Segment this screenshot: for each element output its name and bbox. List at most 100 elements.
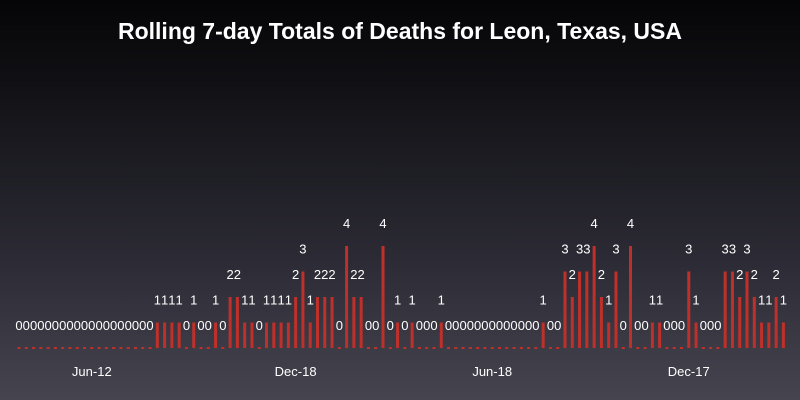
data-label-48: 0 [365,318,372,333]
data-label-12: 0 [103,318,110,333]
data-label-89: 0 [663,318,670,333]
data-label-83: 0 [620,318,627,333]
data-label-27: 1 [212,293,219,308]
data-label-100: 3 [743,242,750,257]
zero-marker-65 [490,347,494,349]
bar-24 [192,322,196,348]
zero-marker-9 [83,347,87,349]
zero-marker-0 [17,347,21,349]
bar-31 [243,322,247,348]
data-label-82: 3 [612,242,619,257]
bar-46 [352,297,356,348]
zero-marker-85 [636,347,640,349]
data-label-61: 0 [459,318,466,333]
data-label-22: 1 [176,293,183,308]
bar-54 [410,322,414,348]
data-label-65: 0 [489,318,496,333]
zero-marker-12 [104,347,108,349]
data-label-86: 0 [641,318,648,333]
data-label-96: 0 [714,318,721,333]
bar-36 [279,322,283,348]
data-label-105: 1 [780,293,787,308]
zero-marker-86 [643,347,647,349]
bar-78 [585,271,589,348]
data-label-69: 0 [518,318,525,333]
zero-marker-61 [461,347,465,349]
zero-marker-66 [497,347,501,349]
data-label-101: 2 [751,267,758,282]
zero-marker-70 [527,347,531,349]
data-label-58: 1 [438,293,445,308]
bar-87 [650,322,654,348]
data-label-55: 0 [416,318,423,333]
bar-35 [272,322,276,348]
data-label-97: 3 [722,242,729,257]
bar-52 [396,322,400,348]
data-label-93: 1 [692,293,699,308]
data-label-14: 0 [117,318,124,333]
bar-88 [658,322,662,348]
data-label-33: 0 [256,318,263,333]
zero-marker-6 [61,347,65,349]
bar-45 [345,246,349,348]
data-label-8: 0 [74,318,81,333]
data-label-44: 0 [336,318,343,333]
data-label-18: 0 [146,318,153,333]
zero-marker-8 [75,347,79,349]
bar-29 [228,297,232,348]
data-label-54: 1 [409,293,416,308]
data-label-72: 1 [540,293,547,308]
bar-47 [359,297,363,348]
bar-50 [381,246,385,348]
data-label-46: 2 [350,267,357,282]
data-label-11: 0 [95,318,102,333]
bar-41 [315,297,319,348]
zero-marker-44 [337,347,341,349]
zero-marker-64 [483,347,487,349]
bar-79 [592,246,596,348]
data-label-13: 0 [110,318,117,333]
data-label-49: 0 [372,318,379,333]
data-label-67: 0 [503,318,510,333]
data-label-73: 0 [547,318,554,333]
data-label-3: 0 [37,318,44,333]
bar-32 [250,322,254,348]
data-label-10: 0 [88,318,95,333]
zero-marker-13 [112,347,116,349]
zero-marker-67 [505,347,509,349]
bar-42 [323,297,327,348]
data-label-87: 1 [649,293,656,308]
data-label-70: 0 [525,318,532,333]
data-label-59: 0 [445,318,452,333]
data-label-47: 2 [358,267,365,282]
data-label-42: 2 [321,267,328,282]
data-label-50: 4 [379,216,386,231]
bar-27 [214,322,218,348]
data-label-85: 0 [634,318,641,333]
data-label-28: 0 [219,318,226,333]
data-label-79: 4 [591,216,598,231]
data-label-9: 0 [81,318,88,333]
data-label-71: 0 [532,318,539,333]
zero-marker-51 [388,347,392,349]
data-label-6: 0 [59,318,66,333]
zero-marker-15 [126,347,130,349]
bar-40 [308,322,312,348]
zero-marker-18 [148,347,152,349]
zero-marker-56 [425,347,429,349]
data-label-76: 2 [569,267,576,282]
zero-marker-60 [454,347,458,349]
data-label-31: 1 [241,293,248,308]
zero-marker-25 [199,347,203,349]
zero-marker-33 [257,347,261,349]
data-label-32: 1 [248,293,255,308]
zero-marker-7 [68,347,72,349]
data-label-75: 3 [561,242,568,257]
zero-marker-62 [468,347,472,349]
data-label-53: 0 [401,318,408,333]
x-tick-label-3: Dec-17 [668,364,710,379]
zero-marker-95 [709,347,713,349]
data-label-74: 0 [554,318,561,333]
data-label-20: 1 [161,293,168,308]
zero-marker-17 [141,347,145,349]
